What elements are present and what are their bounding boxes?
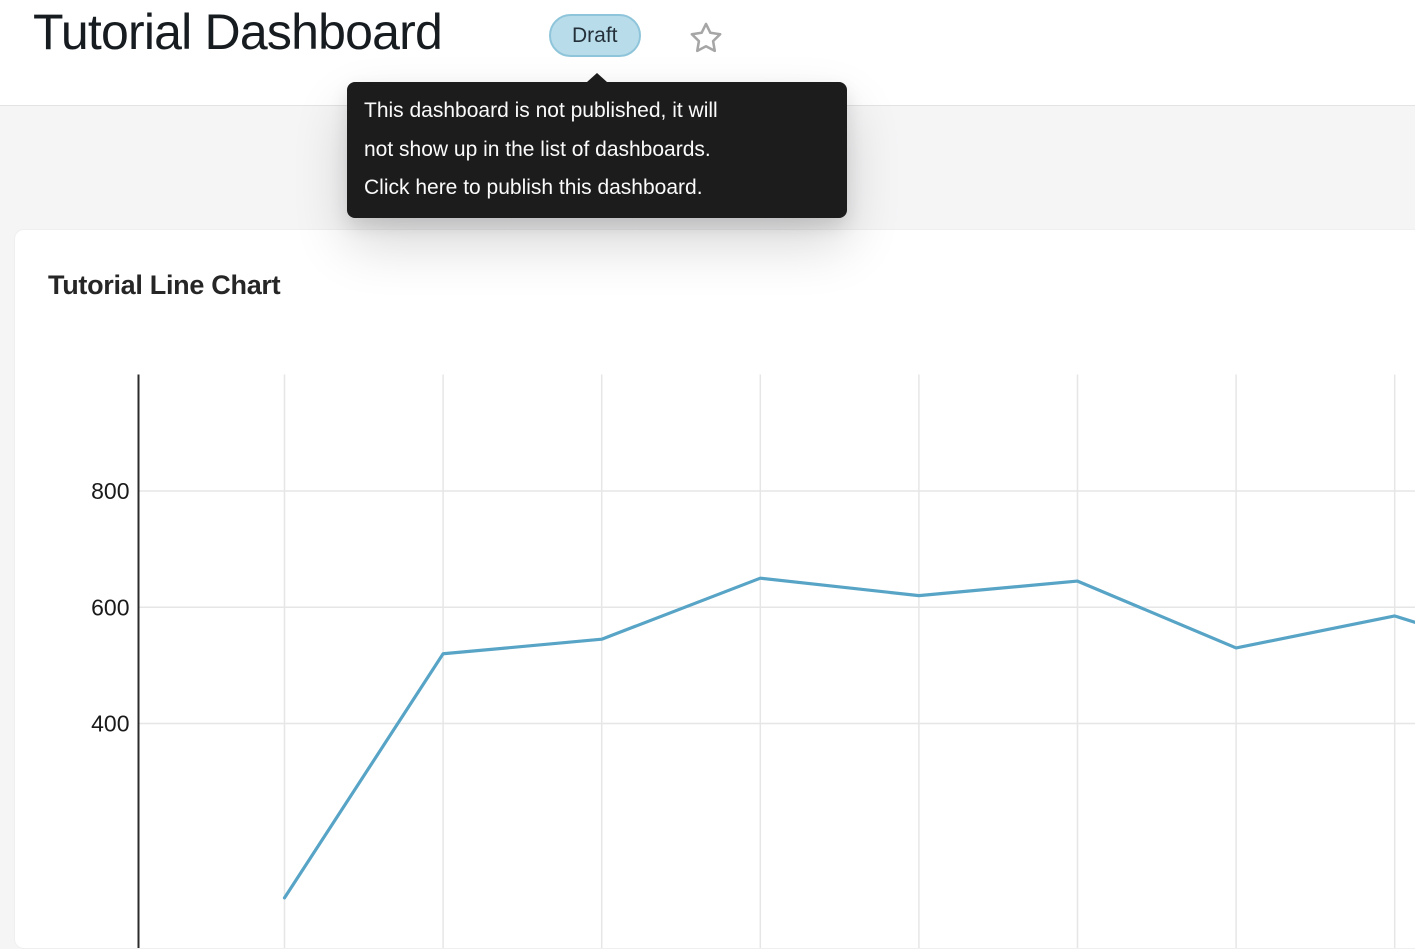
star-icon	[688, 20, 724, 56]
tooltip-text-line: Click here to publish this dashboard.	[364, 169, 830, 208]
tooltip-text-line: not show up in the list of dashboards.	[364, 131, 830, 170]
draft-status-badge[interactable]: Draft	[549, 14, 641, 57]
page-title: Tutorial Dashboard	[33, 4, 442, 60]
line-series	[285, 578, 1415, 898]
publish-tooltip[interactable]: This dashboard is not published, it will…	[347, 82, 847, 218]
y-axis-tick-label: 600	[91, 594, 129, 620]
tooltip-caret-icon	[587, 73, 607, 82]
y-axis-tick-label: 400	[91, 711, 129, 737]
line-chart-svg[interactable]: 800 600 400	[15, 230, 1415, 949]
tooltip-text-line: This dashboard is not published, it will	[364, 92, 830, 131]
favorite-star-button[interactable]	[686, 18, 726, 58]
y-axis-tick-label: 800	[91, 478, 129, 504]
